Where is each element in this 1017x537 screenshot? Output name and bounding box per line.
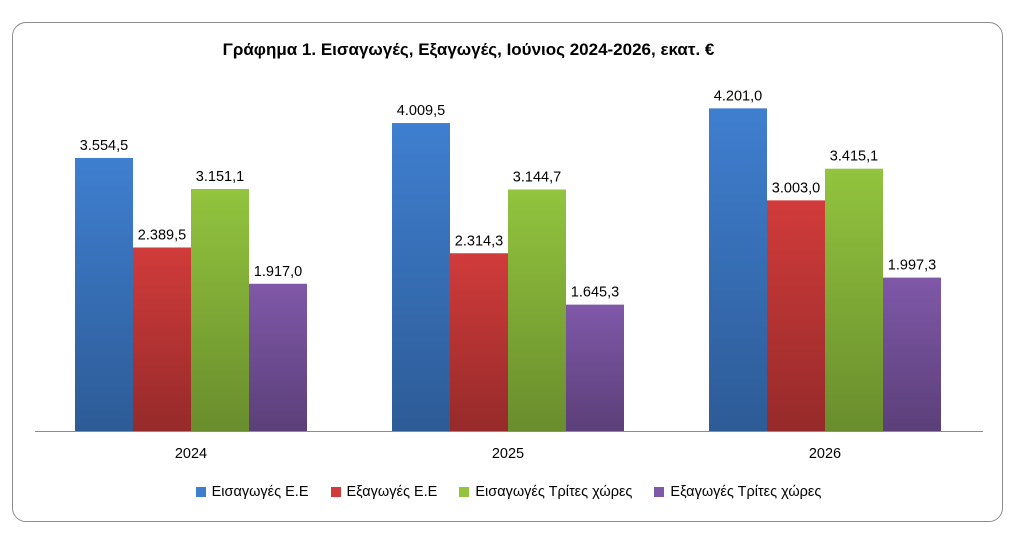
legend-swatch-1 bbox=[330, 487, 341, 497]
legend-item-2: Εισαγωγές Τρίτες χώρες bbox=[459, 484, 632, 500]
value-label-2025-series-2: 3.144,7 bbox=[513, 169, 561, 185]
bar-2026-series-1 bbox=[767, 200, 825, 431]
legend-label-1: Εξαγωγές Ε.Ε bbox=[346, 484, 438, 500]
legend-label-2: Εισαγωγές Τρίτες χώρες bbox=[475, 484, 633, 500]
value-label-2025-series-1: 2.314,3 bbox=[455, 233, 503, 249]
value-label-2025-series-3: 1.645,3 bbox=[571, 285, 619, 301]
value-label-2026-series-0: 4.201,0 bbox=[714, 88, 762, 104]
legend-item-0: Εισαγωγές Ε.Ε bbox=[195, 484, 309, 500]
legend-swatch-2 bbox=[459, 487, 470, 497]
x-tick-label-2024: 2024 bbox=[175, 446, 207, 462]
bar-2026-series-0 bbox=[709, 108, 767, 431]
value-label-2026-series-3: 1.997,3 bbox=[888, 258, 936, 274]
legend-label-0: Εισαγωγές Ε.Ε bbox=[211, 484, 309, 500]
chart-legend: Εισαγωγές Ε.Ε Εξαγωγές Ε.Ε Εισαγωγές Τρίτε… bbox=[0, 484, 1017, 500]
value-label-2024-series-2: 3.151,1 bbox=[196, 169, 244, 185]
bar-2025-series-0 bbox=[392, 123, 450, 432]
bar-2024-series-3 bbox=[249, 283, 307, 431]
value-label-2025-series-0: 4.009,5 bbox=[397, 103, 445, 119]
bar-2025-series-3 bbox=[566, 304, 624, 431]
bar-2024-series-1 bbox=[133, 247, 191, 431]
value-label-2024-series-3: 1.917,0 bbox=[254, 264, 302, 280]
value-label-2024-series-0: 3.554,5 bbox=[80, 138, 128, 154]
x-tick-label-2025: 2025 bbox=[492, 446, 524, 462]
chart-title: Γράφημα 1. Εισαγωγές, Εξαγωγές, Ιούνιος … bbox=[222, 40, 715, 59]
bar-2025-series-1 bbox=[450, 253, 508, 431]
legend-label-3: Εξαγωγές Τρίτες χώρες bbox=[670, 484, 822, 500]
bar-2024-series-2 bbox=[191, 188, 249, 431]
value-label-2026-series-2: 3.415,1 bbox=[830, 149, 878, 165]
legend-swatch-0 bbox=[195, 487, 206, 497]
value-label-2024-series-1: 2.389,5 bbox=[138, 227, 186, 243]
legend-item-3: Εξαγωγές Τρίτες χώρες bbox=[654, 484, 821, 500]
bar-2026-series-3 bbox=[883, 277, 941, 431]
bar-2025-series-2 bbox=[508, 189, 566, 431]
legend-item-1: Εξαγωγές Ε.Ε bbox=[330, 484, 438, 500]
x-tick-label-2026: 2026 bbox=[809, 446, 841, 462]
bar-2026-series-2 bbox=[825, 168, 883, 431]
value-label-2026-series-1: 3.003,0 bbox=[772, 180, 820, 196]
bar-2024-series-0 bbox=[75, 158, 133, 431]
legend-swatch-3 bbox=[654, 487, 665, 497]
